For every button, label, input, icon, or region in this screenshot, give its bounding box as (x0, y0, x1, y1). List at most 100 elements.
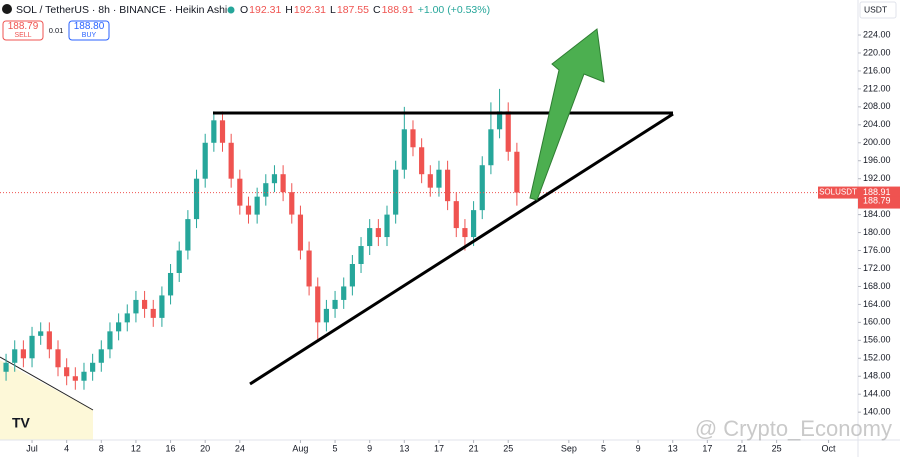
candle-body (38, 331, 44, 336)
x-tick-label: 20 (200, 443, 210, 453)
currency[interactable]: USDT (864, 4, 887, 14)
y-tick-label: 216.00 (863, 65, 891, 75)
y-tick-label: 204.00 (863, 119, 891, 129)
watermark: @ Crypto_Economy (695, 416, 892, 441)
x-tick-label: 12 (131, 443, 141, 453)
y-tick-label: 152.00 (863, 353, 891, 363)
sell-label[interactable]: SELL (14, 32, 31, 39)
candle-body (427, 174, 433, 188)
candle-body (358, 246, 364, 264)
candle-body (98, 349, 104, 363)
candle-body (488, 129, 494, 166)
change: +1.00 (+0.53%) (418, 4, 490, 16)
candle-body (401, 129, 407, 170)
spread: 0.01 (49, 26, 64, 35)
candle-body (271, 174, 278, 184)
candle-body (185, 219, 191, 251)
y-tick-label: 220.00 (863, 47, 891, 57)
logo: TV (12, 415, 31, 431)
candle-body (3, 362, 9, 372)
x-tick-label: 5 (601, 443, 606, 453)
support-line (249, 112, 674, 386)
x-tick-label: 17 (702, 443, 712, 453)
legend-value: 188.91 (382, 4, 414, 16)
y-tick-label: 172.00 (863, 263, 891, 273)
legend-value: 192.31 (249, 4, 281, 16)
candle-body (306, 250, 312, 287)
legend-value: 187.55 (337, 4, 369, 16)
candle-body (237, 178, 243, 206)
y-tick-label: 208.00 (863, 101, 891, 111)
candle-body (341, 286, 347, 300)
y-tick-label: 192.00 (863, 173, 891, 183)
buy-label[interactable]: BUY (82, 32, 97, 39)
candle-body (332, 299, 338, 309)
x-tick-label: Sep (561, 443, 577, 453)
candle-body (150, 308, 156, 318)
candle-body (263, 183, 269, 197)
candle-body (228, 142, 234, 179)
candle-body (159, 295, 165, 318)
x-tick-label: 9 (636, 443, 641, 453)
candle-body (297, 214, 304, 251)
candle-body (419, 147, 425, 175)
symbol-icon (2, 4, 12, 14)
candle-body (211, 120, 217, 143)
candle-body (245, 205, 252, 215)
x-tick-label: Oct (822, 443, 837, 453)
highlight-zone (0, 360, 93, 440)
candle-body (367, 228, 373, 247)
candle-body (12, 349, 18, 363)
x-tick-label: 13 (399, 443, 409, 453)
y-tick-label: 168.00 (863, 281, 891, 291)
candle-body (496, 111, 503, 130)
candle-body (393, 169, 399, 215)
candle-body (133, 299, 139, 314)
candle-body (445, 169, 451, 202)
x-tick-label: 8 (99, 443, 104, 453)
candle-body (289, 192, 295, 215)
sell-price[interactable]: 188.79 (8, 21, 39, 32)
candle-body (202, 142, 208, 179)
candle-body (410, 129, 416, 148)
y-tick-label: 156.00 (863, 335, 891, 345)
candle-body (462, 228, 468, 238)
x-tick-label: 5 (333, 443, 338, 453)
candle-body (81, 371, 87, 381)
sell-button[interactable] (2, 20, 44, 41)
y-tick-label: 196.00 (863, 155, 891, 165)
buy-price[interactable]: 188.80 (74, 21, 105, 32)
candle-body (141, 299, 148, 309)
candle-body (505, 111, 511, 152)
legend-key: O (240, 4, 248, 16)
candle-body (72, 376, 78, 381)
x-tick-label: 13 (668, 443, 678, 453)
candle-body (514, 151, 520, 193)
candle-body (254, 196, 260, 215)
candle-body (436, 169, 442, 188)
status-dot (227, 6, 235, 14)
y-tick-label: 200.00 (863, 137, 891, 147)
candle-body (470, 210, 477, 238)
candle-body (375, 228, 381, 238)
ohlc-legend: O 192.31 H 192.31 L 187.55 C 188.91 (240, 4, 414, 16)
candle-body (193, 178, 200, 220)
symbol-title: SOL / TetherUS · 8h · BINANCE · Heikin A… (16, 4, 227, 16)
last-price-tag: 188.91 (863, 187, 891, 197)
x-tick-label: Aug (292, 443, 308, 453)
y-tick-label: 212.00 (863, 83, 891, 93)
candle-body (280, 174, 286, 193)
x-tick-label: 21 (737, 443, 747, 453)
candle-body (20, 349, 26, 359)
breakout-arrow (529, 28, 605, 201)
x-tick-label: 25 (503, 443, 513, 453)
candle-body (90, 362, 96, 372)
candle-body (176, 250, 182, 273)
y-tick-label: 224.00 (863, 29, 891, 39)
candle-body (479, 165, 485, 211)
symbol-tag: SOLUSDT (819, 188, 857, 197)
currency-button[interactable] (859, 1, 897, 19)
buy-button[interactable] (68, 20, 110, 41)
